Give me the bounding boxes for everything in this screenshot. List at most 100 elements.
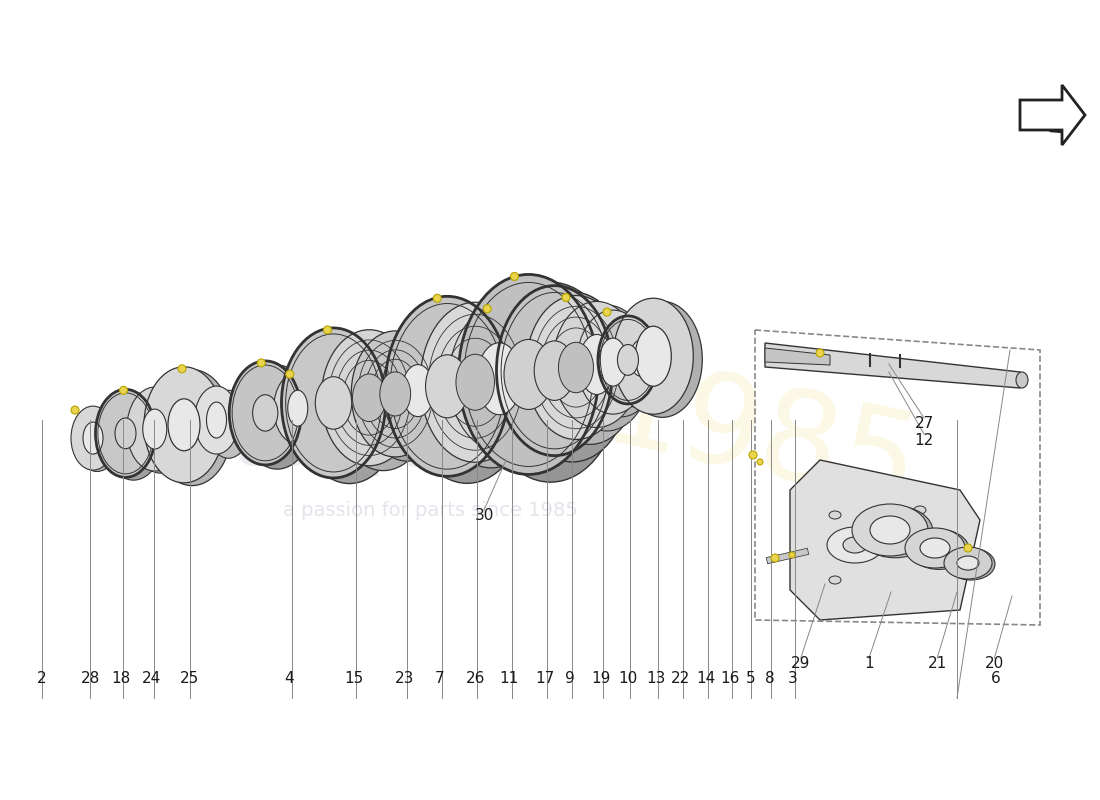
Ellipse shape [535,341,575,400]
Ellipse shape [563,305,651,431]
Ellipse shape [526,295,626,439]
Ellipse shape [623,302,702,418]
Ellipse shape [323,326,331,334]
Text: 2: 2 [37,671,46,686]
Ellipse shape [363,335,451,461]
Ellipse shape [510,273,518,281]
Ellipse shape [757,459,763,465]
Ellipse shape [297,334,402,483]
Ellipse shape [816,349,824,357]
Ellipse shape [459,274,598,474]
Ellipse shape [72,406,79,414]
Ellipse shape [905,528,965,568]
Ellipse shape [874,518,915,546]
Ellipse shape [352,374,386,422]
Text: 23: 23 [395,671,415,686]
Ellipse shape [148,411,173,451]
Ellipse shape [152,370,232,486]
Ellipse shape [316,377,352,429]
Ellipse shape [477,342,521,414]
Polygon shape [496,370,630,377]
Polygon shape [275,354,613,419]
Ellipse shape [282,328,385,478]
Ellipse shape [321,330,417,466]
Text: 18: 18 [111,671,131,686]
Ellipse shape [578,310,649,414]
Ellipse shape [402,365,434,417]
Ellipse shape [1016,372,1028,388]
Ellipse shape [379,372,410,416]
Ellipse shape [405,303,529,483]
Ellipse shape [219,406,239,442]
Polygon shape [790,460,980,620]
Ellipse shape [168,399,200,451]
Ellipse shape [207,390,251,458]
Ellipse shape [559,342,594,393]
Ellipse shape [241,365,314,469]
Polygon shape [496,370,630,377]
Ellipse shape [437,308,547,468]
Ellipse shape [282,375,330,447]
Polygon shape [80,427,125,446]
Text: 16: 16 [720,671,740,686]
Ellipse shape [614,320,667,396]
Polygon shape [125,414,197,442]
Ellipse shape [143,409,167,449]
Ellipse shape [852,504,928,556]
Ellipse shape [96,390,155,478]
Text: 7: 7 [436,671,444,686]
Ellipse shape [964,544,972,552]
Ellipse shape [603,308,611,316]
Ellipse shape [630,340,650,376]
Ellipse shape [920,538,950,558]
Ellipse shape [562,294,570,302]
Text: 29: 29 [791,657,811,671]
Text: 10: 10 [618,671,638,686]
Ellipse shape [619,322,671,398]
Ellipse shape [924,539,954,559]
Ellipse shape [126,387,183,471]
Ellipse shape [827,527,883,563]
Ellipse shape [449,306,549,450]
Ellipse shape [487,346,531,418]
Ellipse shape [178,365,186,373]
Text: 6: 6 [991,671,1000,686]
Ellipse shape [552,302,640,427]
Polygon shape [459,374,620,382]
Ellipse shape [176,402,208,454]
Ellipse shape [585,313,657,417]
Ellipse shape [607,341,635,389]
Ellipse shape [460,310,559,454]
Ellipse shape [579,334,615,394]
Ellipse shape [481,282,620,482]
Text: 24: 24 [142,671,162,686]
Ellipse shape [870,516,910,544]
Ellipse shape [914,506,926,514]
Ellipse shape [75,407,119,471]
Ellipse shape [82,422,103,454]
Ellipse shape [607,319,667,407]
Polygon shape [282,403,402,409]
Ellipse shape [385,296,509,476]
Ellipse shape [253,394,278,431]
Text: 1: 1 [865,657,873,671]
Text: 13: 13 [646,671,666,686]
Ellipse shape [420,302,530,462]
Text: 21: 21 [927,657,947,671]
Polygon shape [197,405,275,430]
Ellipse shape [257,359,265,367]
Ellipse shape [120,386,128,394]
Ellipse shape [515,292,630,462]
Polygon shape [598,360,667,363]
Text: 20: 20 [984,657,1004,671]
Ellipse shape [426,355,469,418]
Ellipse shape [944,547,992,579]
Ellipse shape [87,423,107,455]
Ellipse shape [843,537,867,553]
Text: eurocarparts: eurocarparts [139,424,521,476]
Ellipse shape [286,370,294,378]
Ellipse shape [857,506,933,558]
Ellipse shape [636,342,656,378]
Ellipse shape [274,372,321,444]
Ellipse shape [771,554,779,562]
